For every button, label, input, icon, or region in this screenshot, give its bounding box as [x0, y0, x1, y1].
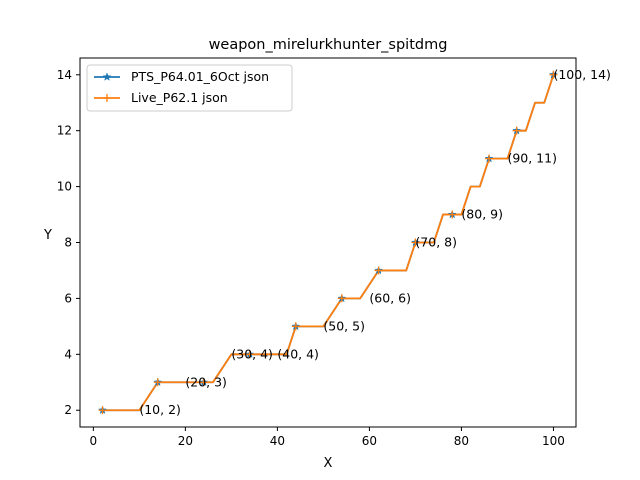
series-marker-plus	[374, 266, 383, 275]
y-axis-label: Y	[43, 228, 52, 243]
y-tick-label: 10	[57, 180, 72, 194]
legend-label-1: Live_P62.1 json	[131, 90, 228, 105]
series-marker-plus	[337, 294, 346, 303]
series-marker-plus	[485, 154, 494, 163]
data-annotation: (10, 2)	[139, 402, 181, 417]
y-tick-label: 2	[64, 403, 72, 417]
y-tick-label: 6	[64, 291, 72, 305]
x-tick-label: 80	[454, 434, 469, 448]
series-marker-plus	[549, 70, 558, 79]
x-tick-label: 20	[178, 434, 193, 448]
data-annotation: (50, 5)	[323, 318, 365, 333]
x-tick-label: 100	[542, 434, 565, 448]
data-annotation: (40, 4)	[277, 346, 319, 361]
data-annotation: (100, 14)	[553, 67, 610, 82]
legend-marker-star	[102, 72, 112, 81]
data-annotation: (70, 8)	[415, 235, 457, 250]
data-annotation: (60, 6)	[369, 290, 411, 305]
legend-box	[86, 64, 293, 112]
legend-marker-plus	[103, 94, 111, 102]
y-tick-label: 14	[57, 68, 72, 82]
series-marker-plus	[448, 210, 457, 219]
series-marker-plus	[245, 350, 254, 359]
x-tick-label: 40	[270, 434, 285, 448]
data-annotation: (90, 11)	[507, 151, 557, 166]
legend-label-0: PTS_P64.01_6Oct json	[131, 69, 269, 84]
y-tick-label: 4	[64, 347, 72, 361]
series-marker-plus	[512, 126, 521, 135]
y-tick-label: 12	[57, 124, 72, 138]
x-tick-label: 0	[90, 434, 98, 448]
data-annotation: (80, 9)	[461, 207, 503, 222]
chart-title: weapon_mirelurkhunter_spitdmg	[209, 37, 448, 53]
series-marker-plus	[199, 378, 208, 387]
data-annotation: (20, 3)	[185, 374, 227, 389]
series-marker-plus	[291, 322, 300, 331]
axis-ticks: 0 20 40 60 80 100 2 4 6 8 10 12 14	[57, 68, 565, 448]
series-marker-plus	[98, 406, 107, 415]
data-annotation: (30, 4)	[231, 346, 273, 361]
data-annotations: (10, 2) (20, 3) (30, 4) (40, 4) (50, 5) (60, …	[139, 67, 611, 417]
legend: PTS_P64.01_6Oct json Live_P62.1 json	[86, 64, 293, 112]
series-marker-plus	[153, 378, 162, 387]
x-tick-label: 60	[362, 434, 377, 448]
x-axis-label: X	[324, 456, 333, 471]
y-tick-label: 8	[64, 236, 72, 250]
series-marker-plus	[411, 238, 420, 247]
series-markers	[98, 70, 558, 415]
